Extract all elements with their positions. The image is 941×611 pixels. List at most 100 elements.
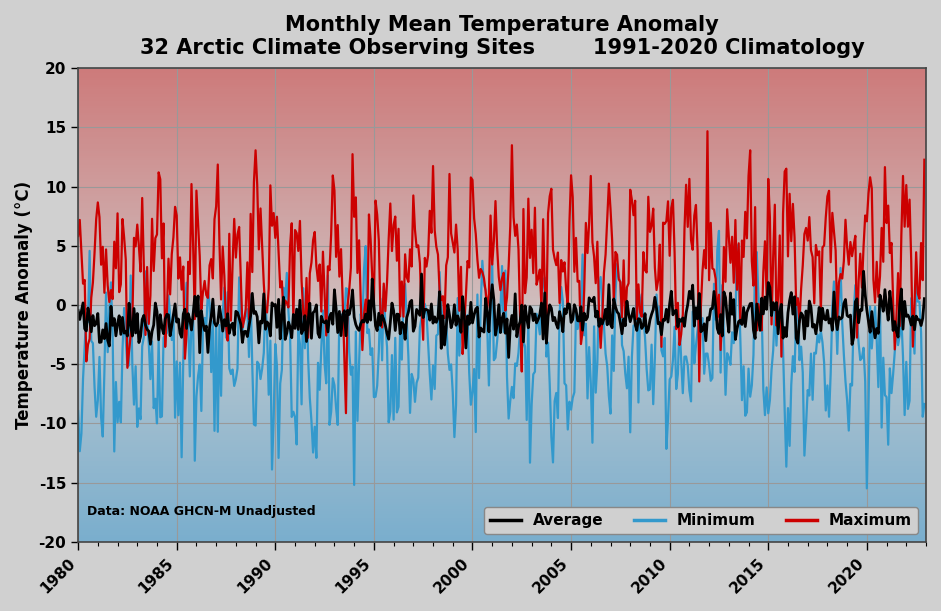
Bar xyxy=(78,315,926,317)
Bar xyxy=(78,469,926,471)
Bar xyxy=(78,442,926,445)
Bar xyxy=(78,369,926,371)
Bar xyxy=(78,115,926,118)
Bar xyxy=(78,390,926,393)
Bar xyxy=(78,139,926,142)
Bar xyxy=(78,324,926,326)
Bar xyxy=(78,132,926,134)
Bar xyxy=(78,436,926,437)
Bar xyxy=(78,395,926,397)
Bar xyxy=(78,104,926,106)
Bar xyxy=(78,184,926,186)
Bar xyxy=(78,353,926,355)
Bar xyxy=(78,80,926,82)
Bar xyxy=(78,312,926,315)
Bar xyxy=(78,180,926,182)
Bar xyxy=(78,274,926,277)
Bar xyxy=(78,125,926,127)
Bar xyxy=(78,293,926,296)
Bar xyxy=(78,480,926,483)
Bar xyxy=(78,310,926,312)
Bar xyxy=(78,70,926,73)
Bar xyxy=(78,151,926,153)
Bar xyxy=(78,494,926,497)
Bar xyxy=(78,383,926,386)
Bar xyxy=(78,205,926,208)
Bar xyxy=(78,537,926,540)
Bar xyxy=(78,158,926,161)
Bar xyxy=(78,447,926,450)
Bar xyxy=(78,265,926,267)
Bar xyxy=(78,450,926,452)
Bar xyxy=(78,165,926,167)
Bar xyxy=(78,516,926,518)
Bar xyxy=(78,525,926,528)
Bar xyxy=(78,445,926,447)
Bar xyxy=(78,260,926,262)
Bar xyxy=(78,388,926,390)
Bar xyxy=(78,431,926,433)
Bar xyxy=(78,319,926,321)
Bar xyxy=(78,350,926,353)
Bar xyxy=(78,82,926,85)
Bar xyxy=(78,331,926,334)
Bar xyxy=(78,400,926,402)
Bar xyxy=(78,521,926,523)
Bar xyxy=(78,177,926,180)
Bar xyxy=(78,509,926,511)
Bar xyxy=(78,421,926,423)
Bar xyxy=(78,374,926,376)
Bar xyxy=(78,208,926,210)
Bar xyxy=(78,502,926,504)
Bar xyxy=(78,386,926,388)
Bar xyxy=(78,317,926,319)
Bar xyxy=(78,196,926,199)
Bar xyxy=(78,227,926,229)
Bar xyxy=(78,404,926,407)
Bar xyxy=(78,291,926,293)
Bar xyxy=(78,518,926,521)
Bar xyxy=(78,106,926,108)
Bar xyxy=(78,224,926,227)
Bar xyxy=(78,513,926,516)
Bar xyxy=(78,269,926,272)
Bar xyxy=(78,130,926,132)
Bar xyxy=(78,397,926,400)
Bar xyxy=(78,528,926,530)
Bar xyxy=(78,440,926,442)
Bar xyxy=(78,137,926,139)
Bar xyxy=(78,229,926,232)
Bar xyxy=(78,452,926,455)
Bar xyxy=(78,402,926,404)
Bar xyxy=(78,511,926,513)
Bar xyxy=(78,194,926,196)
Bar xyxy=(78,459,926,461)
Bar xyxy=(78,279,926,281)
Bar xyxy=(78,334,926,336)
Bar xyxy=(78,428,926,431)
Bar xyxy=(78,85,926,87)
Bar xyxy=(78,172,926,175)
Bar xyxy=(78,127,926,130)
Bar xyxy=(78,409,926,412)
Bar xyxy=(78,134,926,137)
Bar xyxy=(78,329,926,331)
Bar xyxy=(78,345,926,348)
Bar xyxy=(78,148,926,151)
Bar xyxy=(78,281,926,284)
Bar xyxy=(78,89,926,92)
Bar xyxy=(78,120,926,123)
Bar xyxy=(78,153,926,156)
Bar xyxy=(78,286,926,288)
Bar xyxy=(78,305,926,307)
Bar xyxy=(78,504,926,507)
Bar xyxy=(78,203,926,205)
Bar xyxy=(78,101,926,104)
Bar xyxy=(78,343,926,345)
Bar xyxy=(78,497,926,499)
Bar xyxy=(78,191,926,194)
Bar xyxy=(78,108,926,111)
Bar xyxy=(78,336,926,338)
Bar xyxy=(78,416,926,419)
Bar xyxy=(78,267,926,269)
